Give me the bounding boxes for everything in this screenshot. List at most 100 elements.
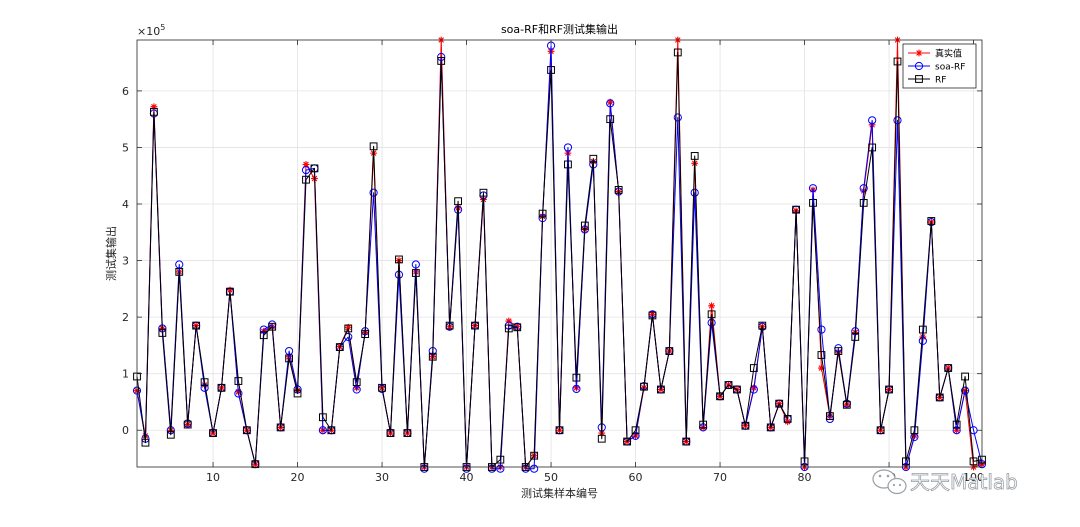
x-tick-label: 50 — [544, 471, 558, 484]
data-point-square — [915, 75, 923, 83]
x-tick-label: 80 — [798, 471, 812, 484]
x-tick-label: 10 — [206, 471, 220, 484]
data-point-square — [141, 438, 150, 447]
data-point-square — [893, 57, 902, 66]
data-point-circle — [817, 325, 826, 334]
data-point-square — [209, 429, 217, 437]
data-point-square — [513, 323, 522, 332]
watermark: 天天Matlab — [872, 469, 1018, 495]
data-point-square — [868, 143, 877, 152]
data-point-square — [276, 423, 285, 432]
data-point-square — [242, 426, 251, 435]
y-tick-label: 3 — [122, 255, 129, 268]
data-point-square — [251, 460, 260, 469]
data-point-square — [749, 364, 758, 372]
data-point-circle — [496, 464, 505, 473]
data-point-circle — [893, 116, 902, 125]
data-point-square — [589, 154, 598, 163]
data-point-circle — [868, 116, 877, 125]
data-point-star — [818, 364, 825, 372]
data-point-square — [657, 385, 665, 394]
data-point-circle — [318, 426, 327, 435]
data-point-square — [335, 343, 344, 352]
data-point-square — [623, 437, 632, 446]
data-point-square — [859, 198, 868, 207]
data-point-square — [361, 330, 370, 338]
data-point-square — [910, 426, 919, 435]
data-point-square — [226, 287, 234, 296]
y-exponent-label: ×105 — [137, 23, 165, 38]
data-point-circle — [394, 270, 404, 279]
y-exponent-base: ×10 — [137, 25, 160, 38]
data-point-star — [285, 353, 293, 361]
data-point-square — [437, 57, 446, 65]
legend-item: 真实值 — [908, 48, 962, 60]
data-point-square — [952, 420, 961, 429]
x-tick-label: 40 — [460, 471, 474, 484]
data-point-circle — [952, 426, 961, 435]
y-exponent-power: 5 — [160, 23, 165, 32]
series-line — [136, 51, 983, 468]
data-point-square — [175, 267, 184, 276]
data-point-star — [505, 317, 513, 325]
y-axis-label: 测试集输出 — [104, 226, 118, 281]
y-tick-label: 2 — [122, 311, 129, 324]
data-point-square — [302, 175, 310, 184]
data-point-circle — [914, 61, 924, 71]
data-point-square — [682, 437, 691, 446]
data-point-square — [809, 198, 817, 207]
y-tick-label: 5 — [122, 141, 129, 154]
data-point-square — [445, 321, 454, 330]
data-point-square — [268, 322, 277, 331]
y-tick-label: 1 — [122, 368, 129, 381]
series-layer — [132, 36, 987, 473]
data-point-circle — [411, 260, 420, 269]
y-tick-label: 6 — [122, 85, 129, 98]
data-point-square — [876, 426, 885, 435]
data-point-square — [538, 209, 547, 218]
data-point-star — [150, 103, 158, 111]
data-point-star — [606, 98, 614, 106]
legend-label: RF — [935, 76, 946, 86]
data-point-square — [766, 423, 775, 432]
data-point-square — [327, 426, 336, 435]
data-point-square — [200, 378, 209, 387]
data-point-square — [530, 451, 539, 460]
data-point-circle — [631, 431, 640, 440]
data-point-circle — [301, 165, 311, 175]
data-point-square — [826, 412, 834, 420]
data-point-square — [411, 269, 420, 277]
data-point-star — [344, 323, 352, 331]
data-point-square — [454, 197, 463, 206]
data-point-circle — [690, 188, 699, 197]
data-point-square — [775, 399, 784, 408]
data-point-square — [555, 426, 564, 435]
data-point-square — [606, 115, 615, 124]
data-point-square — [741, 421, 750, 430]
data-point-square — [352, 378, 361, 387]
plot-area — [137, 40, 982, 467]
data-point-star — [302, 161, 310, 168]
x-tick-label: 70 — [713, 471, 727, 484]
data-point-circle — [234, 389, 243, 398]
data-point-square — [547, 66, 555, 74]
data-point-square — [648, 311, 657, 320]
data-point-square — [259, 331, 268, 340]
data-point-square — [902, 457, 910, 466]
data-point-square — [758, 321, 767, 330]
wechat-icon — [872, 469, 907, 495]
data-point-square — [217, 383, 226, 392]
data-point-square — [716, 392, 724, 401]
x-tick-label: 20 — [291, 471, 305, 484]
legend-item: RF — [908, 75, 946, 86]
data-point-square — [150, 107, 158, 116]
data-point-square — [572, 373, 581, 382]
data-point-square — [403, 429, 412, 437]
data-point-square — [783, 415, 792, 423]
data-point-square — [640, 382, 648, 391]
data-point-square — [428, 352, 437, 361]
data-point-square — [792, 205, 801, 214]
data-point-square — [319, 413, 327, 422]
x-tick-label: 60 — [629, 471, 643, 484]
